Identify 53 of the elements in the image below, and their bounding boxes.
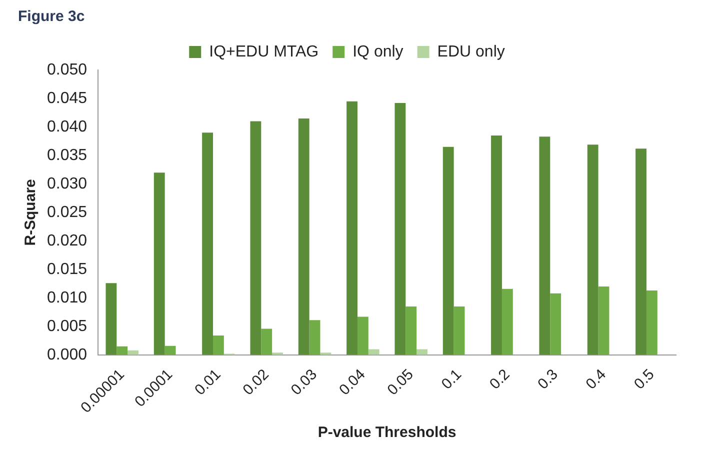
- y-tick-label: 0.025: [46, 204, 88, 221]
- y-tick-label: 0.045: [46, 90, 88, 107]
- bar: [539, 136, 550, 355]
- bar: [212, 336, 224, 355]
- bar: [298, 118, 310, 355]
- y-tick-label: 0.010: [46, 289, 88, 306]
- bar: [502, 288, 513, 355]
- bar: [416, 349, 428, 355]
- bar: [636, 148, 646, 355]
- y-tick-label: 0.005: [46, 318, 88, 335]
- x-tick-label: 0.4: [582, 366, 610, 393]
- bar: [346, 101, 358, 355]
- x-tick-label: 0.02: [240, 366, 272, 399]
- bar: [394, 103, 406, 355]
- bar: [116, 346, 128, 355]
- bar: [368, 349, 380, 355]
- legend-label: IQ+EDU MTAG: [209, 43, 319, 60]
- x-tick-label: 0.3: [534, 366, 562, 393]
- y-tick-label: 0.000: [46, 346, 88, 364]
- y-tick-label: 0.050: [46, 61, 88, 78]
- bar: [309, 320, 320, 355]
- bar: [646, 290, 658, 355]
- bar: [587, 144, 598, 355]
- bar: [154, 172, 165, 355]
- chart-title: Figure 3c: [18, 8, 85, 26]
- y-axis-title: R-Square: [22, 179, 40, 246]
- x-tick-label: 0.1: [438, 366, 466, 393]
- bar: [442, 146, 454, 355]
- bar: [598, 286, 610, 355]
- bar: [261, 328, 272, 355]
- y-tick-label: 0.030: [46, 175, 88, 192]
- bar: [202, 132, 213, 355]
- y-tick-label: 0.035: [46, 146, 88, 164]
- x-tick-label: 0.04: [336, 366, 369, 399]
- x-tick-label: 0.05: [384, 366, 417, 399]
- y-tick-label: 0.020: [46, 232, 88, 250]
- bar: [357, 316, 368, 355]
- bar: [106, 283, 117, 355]
- legend-label: EDU only: [437, 43, 505, 60]
- bar: [454, 306, 465, 355]
- y-tick-label: 0.015: [46, 260, 88, 278]
- x-axis-title: P-value Thresholds: [318, 424, 456, 442]
- bar: [164, 346, 176, 355]
- bar: [550, 293, 562, 355]
- legend-label: IQ only: [352, 43, 404, 60]
- x-tick-label: 0.03: [288, 366, 321, 399]
- bar: [250, 121, 262, 355]
- x-tick-label: 0.2: [486, 366, 514, 393]
- x-tick-label: 0.01: [192, 366, 224, 399]
- bar: [406, 306, 417, 355]
- x-tick-label: 0.5: [630, 366, 658, 393]
- bar: [491, 136, 502, 355]
- y-tick-label: 0.040: [46, 118, 88, 136]
